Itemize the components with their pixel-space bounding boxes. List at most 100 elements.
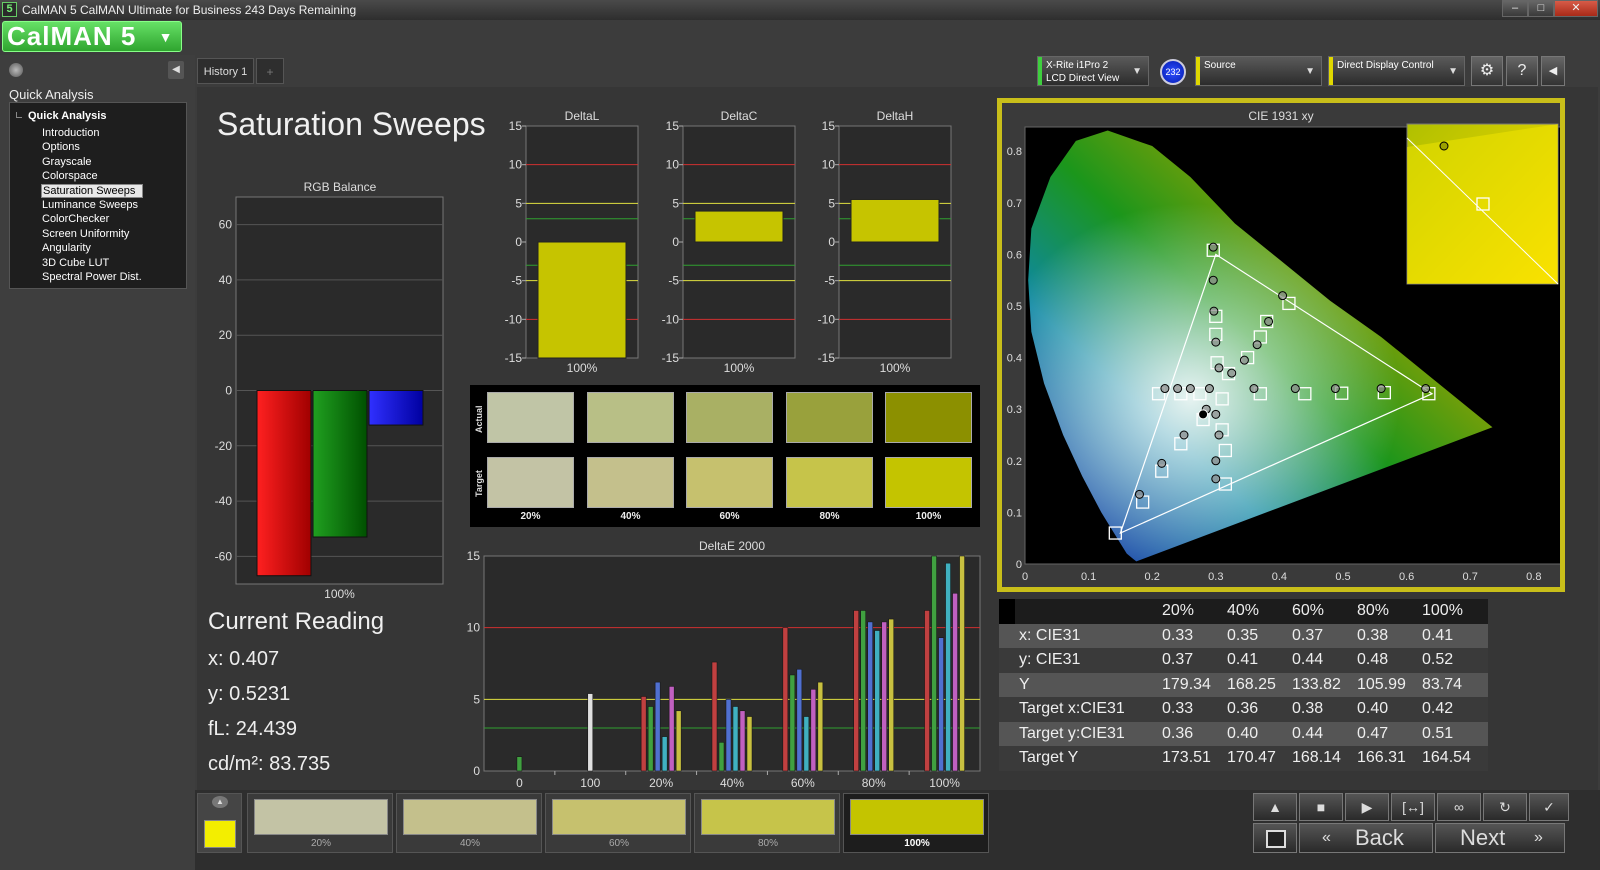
patch-button-80-percent[interactable]: 80% [694,793,840,853]
play-button[interactable]: ▶ [1345,793,1389,821]
table-row: Target x:CIE31 0.33 0.36 0.38 0.40 0.42 [999,697,1488,722]
maximize-button[interactable]: □ [1528,0,1554,17]
cie-x-tick: 0.3 [1208,571,1223,583]
collapse-sidebar-button[interactable]: ◀ [168,61,184,79]
tree-toggle-icon[interactable] [16,112,22,118]
cie-target-marker [1218,477,1232,491]
table-corner [999,599,1015,624]
rgb-balance-title: RGB Balance [303,180,377,194]
swatch-comparison-panel: Actual Target 20% 40% 60% 80% 100% [470,385,980,527]
cie-actual-marker [1264,316,1274,326]
meter-badge[interactable]: 232 [1160,59,1186,85]
table-cell: 0.42 [1422,700,1454,718]
display-status-stripe [1329,57,1333,85]
delta-tick-label: 5 [828,196,835,210]
help-button[interactable]: ? [1506,56,1538,86]
cie-chart-frame: CIE 1931 xy 0 0.1 0.2 0.3 0.4 0.5 0.6 0.7 0.8 0 0.1… [997,98,1565,592]
sidebar-item-grayscale[interactable]: Grayscale [42,155,92,168]
deltae-tick-label: 10 [467,621,481,635]
display-label: Direct Display Control [1337,60,1434,71]
eject-button[interactable]: ▲ [1253,793,1297,821]
cie-current-marker [1198,409,1209,420]
cie-y-tick: 0.4 [1007,353,1022,365]
sidebar-item-3d-cube-lut[interactable]: 3D Cube LUT [42,256,110,269]
continuous-button[interactable]: ∞ [1437,793,1481,821]
cie-actual-marker [1211,409,1221,419]
sidebar-options-icon[interactable] [9,63,23,77]
sidebar-item-colorchecker[interactable]: ColorChecker [42,213,110,226]
back-button[interactable]: « Back [1299,823,1433,853]
refresh-button[interactable]: ↻ [1483,793,1527,821]
tree-group-quick-analysis[interactable]: Quick Analysis [28,110,107,122]
patch-button-20-percent[interactable]: 20% [247,793,393,853]
patch-button-100-percent[interactable]: 100% [843,793,989,853]
meter-selector[interactable]: X-Rite i1Pro 2 LCD Direct View ▼ [1037,56,1149,86]
table-column-header: 100% [1422,602,1463,620]
stop-button[interactable]: ■ [1299,793,1343,821]
table-cell: 133.82 [1292,675,1341,693]
table-cell: 0.47 [1357,724,1389,742]
confirm-button[interactable]: ✓ [1529,793,1569,821]
cie-actual-marker [1160,384,1170,394]
deltae-bar-green [789,674,796,772]
target-swatch [686,457,773,508]
delta-tick-label: 15 [822,120,836,133]
table-row: x: CIE31 0.33 0.35 0.37 0.38 0.41 [999,623,1488,648]
display-selector[interactable]: Direct Display Control ▼ [1328,56,1465,86]
cie-actual-marker [1330,384,1340,394]
deltae-bar-blue [725,699,732,772]
table-cell: 0.44 [1292,724,1324,742]
next-button[interactable]: Next » [1435,823,1565,853]
table-cell: 0.33 [1162,700,1194,718]
calman-logo-button[interactable]: CalMAN 5 ▼ [2,21,182,52]
sidebar-item-colorspace[interactable]: Colorspace [42,170,98,183]
close-button[interactable]: ✕ [1554,0,1598,17]
patch-color [552,799,686,835]
refresh-icon: ↻ [1499,799,1511,815]
deltae-plot-area [483,555,981,772]
expand-up-icon[interactable]: ▲ [212,796,228,808]
deltae-bar-cyan [945,562,951,772]
settings-button[interactable]: ⚙ [1471,56,1503,86]
deltae-tick-label: 15 [467,550,481,563]
table-row: Target Y 173.51 170.47 168.14 166.31 164.54 [999,746,1488,771]
table-cell: 0.40 [1227,724,1259,742]
table-cell: 0.36 [1162,724,1194,742]
sidebar-item-angularity[interactable]: Angularity [42,242,91,255]
sidebar-item-spectral-power-dist[interactable]: Spectral Power Dist. [42,270,142,283]
sidebar-item-luminance-sweeps[interactable]: Luminance Sweeps [42,198,139,211]
source-selector[interactable]: Source ▼ [1195,56,1322,86]
sidebar-item-saturation-sweeps[interactable]: Saturation Sweeps [41,183,143,198]
stop-measure-button[interactable] [1253,823,1297,853]
sidebar-item-options[interactable]: Options [42,141,80,154]
deltae-bar-yellow [746,716,753,772]
table-cell: 0.52 [1422,651,1454,669]
delta-category-label: 100% [880,361,911,375]
cie-actual-marker [1134,489,1144,499]
cie-actual-marker [1208,242,1218,252]
add-tab-button[interactable]: + [256,58,284,84]
patch-button-40-percent[interactable]: 40% [396,793,542,853]
inset-gamut-line [1406,137,1559,285]
collapse-right-button[interactable]: ◀ [1541,56,1565,86]
delta-category-label: 100% [567,361,598,375]
minimize-button[interactable]: – [1502,0,1528,17]
rgb-tick-label: -20 [215,439,233,453]
deltae-bar-red [711,661,718,772]
table-cell: 0.37 [1162,651,1194,669]
cie-x-tick: 0.6 [1399,571,1414,583]
deltae-category-label: 0 [516,776,523,790]
cie-actual-marker [1252,340,1262,350]
cie-actual-marker [1208,275,1218,285]
cie-actual-marker [1173,384,1183,394]
sidebar-item-screen-uniformity[interactable]: Screen Uniformity [42,227,130,240]
table-row: y: CIE31 0.37 0.41 0.44 0.48 0.52 [999,648,1488,673]
measure-range-button[interactable]: [↔] [1391,793,1435,821]
patch-button-60-percent[interactable]: 60% [545,793,691,853]
deltae-bar-yellow [817,681,824,772]
tab-history-1[interactable]: History 1 [197,58,254,84]
deltae-bar-blue [654,681,661,772]
sidebar-item-introduction[interactable]: Introduction [42,127,100,139]
deltae-bar-green [931,555,937,772]
rgb-tick-label: -60 [215,549,233,563]
